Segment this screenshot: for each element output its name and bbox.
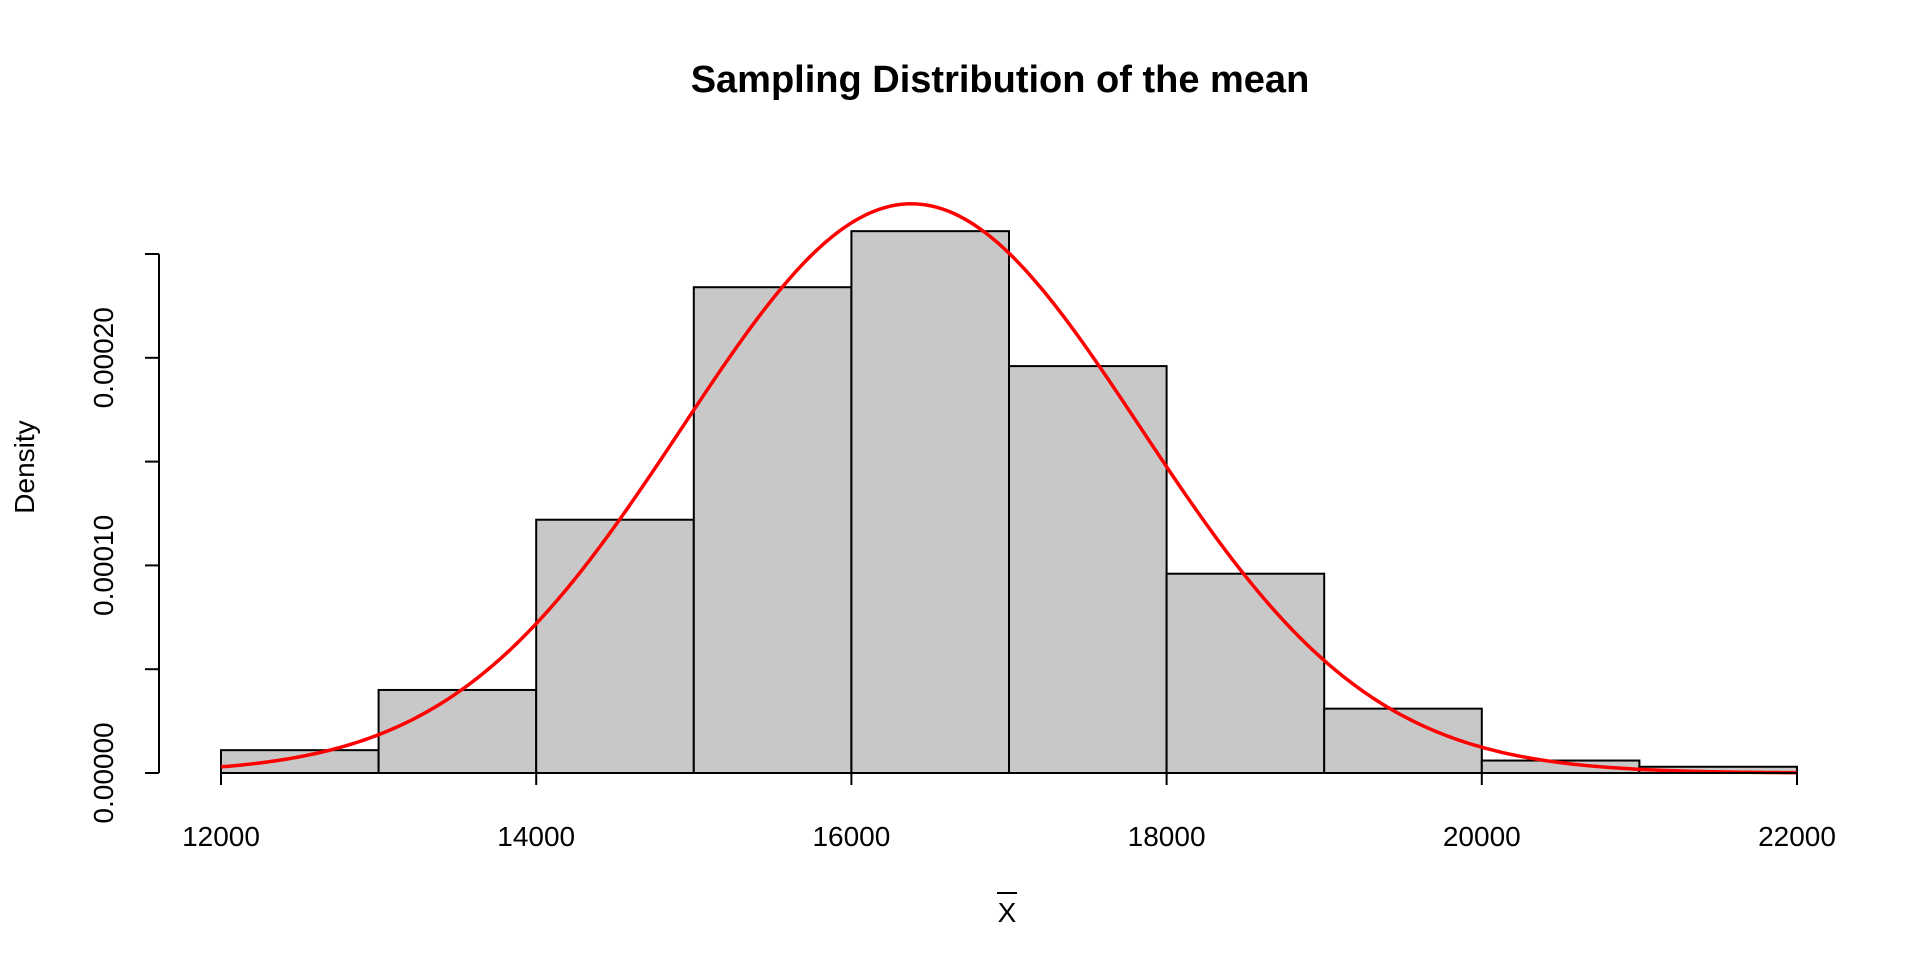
x-axis: 12000 14000 16000 18000 20000 22000: [182, 772, 1836, 852]
histogram-bar-2: [377, 688, 538, 775]
histogram-bars: [220, 230, 1799, 775]
x-tick-label: 18000: [1128, 821, 1206, 852]
y-tick-label: 0.00010: [88, 515, 119, 616]
y-axis: 0.00000 0.00010 0.00020: [88, 253, 160, 824]
chart-title: Sampling Distribution of the mean: [691, 59, 1310, 101]
histogram-bar-1: [220, 749, 380, 775]
x-tick-label: 16000: [812, 821, 890, 852]
y-tick-label: 0.00000: [88, 722, 119, 823]
x-axis-label-text: X: [998, 897, 1017, 928]
histogram-bar-7: [1165, 572, 1326, 774]
x-tick-label: 14000: [497, 821, 575, 852]
histogram-bar-6: [1008, 365, 1168, 774]
normal-density-curve: [220, 202, 1798, 775]
histogram-bar-4: [692, 286, 853, 774]
histogram-bar-5: [850, 230, 1011, 774]
y-axis-label: Density: [9, 420, 40, 513]
x-tick-label: 20000: [1443, 821, 1521, 852]
histogram-bar-8: [1323, 707, 1483, 774]
x-tick-label: 22000: [1758, 821, 1836, 852]
x-tick-label: 12000: [182, 821, 260, 852]
x-axis-label: X: [997, 892, 1017, 928]
y-tick-label: 0.00020: [88, 307, 119, 408]
histogram-bar-3: [535, 518, 695, 775]
